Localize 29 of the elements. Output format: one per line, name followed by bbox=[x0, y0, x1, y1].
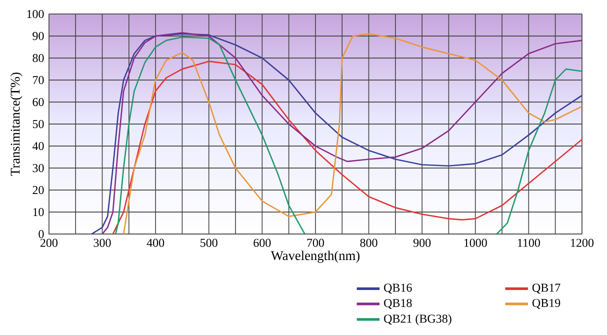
x-tick-label: 800 bbox=[360, 238, 378, 247]
y-tick-label: 70 bbox=[33, 76, 44, 84]
legend-label: QB21 (BG38) bbox=[384, 314, 452, 326]
legend-label: QB16 bbox=[384, 284, 412, 294]
x-axis-title: Wavelength(nm) bbox=[270, 250, 360, 263]
y-tick-label: 40 bbox=[32, 142, 44, 150]
y-tick-label: 100 bbox=[27, 10, 44, 18]
y-tick-label: 30 bbox=[32, 164, 44, 172]
x-tick-label: 1000 bbox=[464, 238, 487, 247]
y-tick-label: 80 bbox=[32, 54, 44, 62]
x-tick-label: 400 bbox=[146, 238, 164, 247]
legend-label: QB19 bbox=[532, 298, 560, 309]
legend-label: QB17 bbox=[532, 284, 560, 294]
y-axis-title: Transimitance(T%) bbox=[10, 72, 22, 176]
x-tick-label: 900 bbox=[413, 238, 431, 247]
x-tick-label: 700 bbox=[307, 238, 324, 247]
y-tick-label: 10 bbox=[33, 208, 44, 216]
x-tick-label: 1200 bbox=[571, 238, 594, 247]
y-tick-label: 0 bbox=[38, 230, 44, 238]
y-tick-label: 90 bbox=[32, 32, 44, 40]
x-tick-label: 500 bbox=[200, 238, 218, 247]
x-tick-label: 200 bbox=[40, 238, 58, 247]
x-tick-label: 600 bbox=[254, 238, 271, 247]
y-tick-label: 60 bbox=[32, 98, 44, 106]
y-tick-label: 50 bbox=[32, 120, 44, 128]
legend-label: QB18 bbox=[384, 298, 412, 309]
x-tick-label: 1100 bbox=[518, 238, 540, 247]
x-tick-label: 300 bbox=[94, 238, 111, 247]
y-tick-label: 20 bbox=[32, 186, 44, 194]
